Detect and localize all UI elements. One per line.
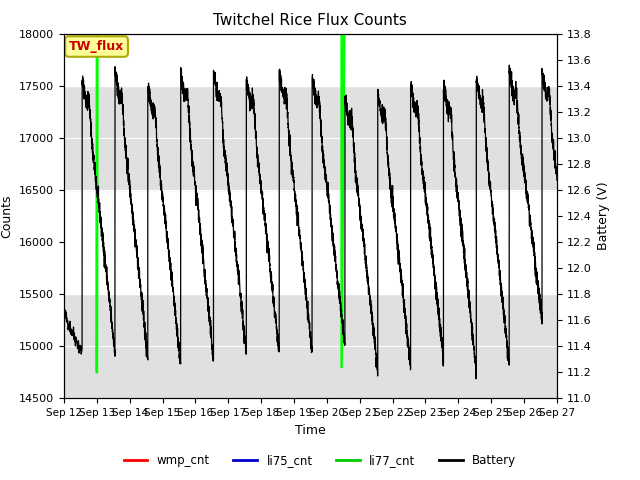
Bar: [64, 86, 557, 190]
Legend: wmp_cnt, li75_cnt, li77_cnt, Battery: wmp_cnt, li75_cnt, li77_cnt, Battery: [119, 449, 521, 472]
Bar: [64, 0, 557, 86]
Bar: [64, 190, 557, 294]
Y-axis label: Battery (V): Battery (V): [597, 182, 610, 250]
X-axis label: Time: Time: [295, 424, 326, 437]
Bar: [64, 294, 557, 398]
Y-axis label: Counts: Counts: [1, 194, 13, 238]
Text: TW_flux: TW_flux: [69, 40, 124, 53]
Title: Twitchel Rice Flux Counts: Twitchel Rice Flux Counts: [214, 13, 407, 28]
